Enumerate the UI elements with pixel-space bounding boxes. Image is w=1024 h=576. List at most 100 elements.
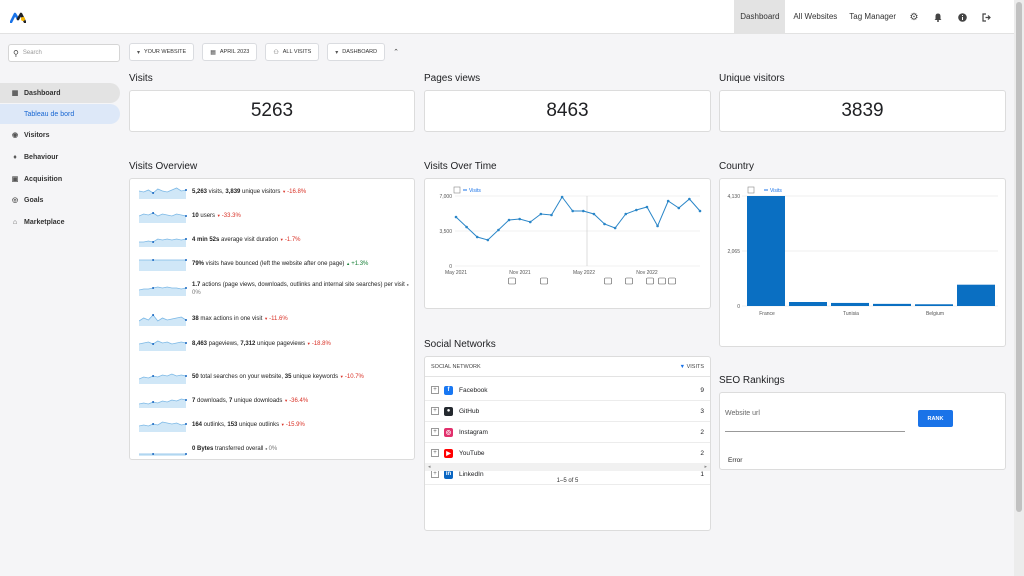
table-row[interactable]: + ◎ Instagram 2 — [425, 422, 710, 443]
bar-chart: Visits 0 2,065 4,130 France Tunisia Belgium — [727, 186, 998, 317]
sidebar-item-acquisition[interactable]: ▣ Acquisition — [0, 169, 120, 189]
nav-all-websites[interactable]: All Websites — [793, 12, 838, 21]
overview-text: 1.7 actions (page views, downloads, outl… — [192, 281, 409, 297]
arrow-down-icon: ▼ — [284, 398, 290, 403]
metric-value: 50 — [192, 374, 199, 380]
sidebar-item-goals[interactable]: ◎ Goals — [0, 190, 120, 210]
overview-row[interactable]: 10 users ▼ -33.3% — [139, 209, 409, 223]
data-point — [635, 208, 638, 212]
sparkline-line — [139, 238, 187, 243]
overview-row[interactable]: 7 downloads, 7 unique downloads ▼ -36.4% — [139, 394, 409, 408]
metric-delta: +1.3% — [351, 261, 369, 267]
metric-value: 7,312 — [240, 341, 256, 347]
overview-row[interactable]: 50 total searches on your website, 35 un… — [139, 370, 409, 384]
table-header: SOCIAL NETWORK ▼ VISITS — [425, 357, 710, 377]
y-tick-label: 7,000 — [439, 194, 452, 200]
search-input[interactable]: ⚲ Search — [8, 44, 120, 62]
sparkline-end-dot — [185, 342, 187, 344]
dashboard-selector[interactable]: ▾ DASHBOARD — [327, 43, 386, 61]
table-row[interactable]: + f Facebook 9 — [425, 380, 710, 401]
column-header-visits[interactable]: ▼ VISITS — [680, 364, 704, 370]
nav-dashboard[interactable]: Dashboard — [734, 0, 786, 34]
column-header-social[interactable]: SOCIAL NETWORK — [431, 363, 481, 370]
visits-over-time-card: Visits 0 3,500 7,000 May 2021 Nov 2021 May 202… — [424, 178, 711, 309]
legend-toggle-icon — [453, 186, 461, 194]
segment-selector[interactable]: ⚇ ALL VISITS — [265, 43, 320, 61]
collapse-icon[interactable]: ⌃ — [393, 49, 399, 56]
metric-value: 38 — [192, 316, 199, 322]
sparkline — [139, 314, 187, 326]
kpi-card-pageviews: 8463 — [424, 90, 711, 132]
column-header-label: VISITS — [686, 363, 704, 370]
annotation-icon — [540, 277, 548, 285]
info-icon[interactable] — [950, 0, 974, 34]
metric-value: 4 min 52s — [192, 237, 220, 243]
bar — [789, 302, 827, 306]
expand-icon[interactable]: + — [431, 470, 439, 478]
neutral-dot-icon: ● — [406, 282, 409, 287]
metric-value: 0 Bytes — [192, 446, 214, 452]
date-selector[interactable]: ▦ APRIL 2023 — [202, 43, 258, 61]
sparkline-line — [139, 340, 187, 345]
scroll-right-icon[interactable]: ▸ — [704, 464, 707, 470]
sidebar-item-dashboard[interactable]: ▦ Dashboard — [0, 83, 120, 103]
scroll-left-icon[interactable]: ◂ — [428, 464, 431, 470]
page-scrollbar[interactable] — [1014, 0, 1024, 576]
website-url-input[interactable]: Website url — [725, 410, 905, 432]
sidebar-item-label: Dashboard — [24, 89, 61, 97]
expand-icon[interactable]: + — [431, 407, 439, 415]
scrollbar-thumb[interactable] — [1016, 2, 1022, 512]
metric-value: 153 — [227, 422, 238, 428]
data-point — [497, 228, 500, 232]
sidebar-item-behaviour[interactable]: ♦ Behaviour — [0, 147, 120, 167]
sidebar-item-tableau-de-bord[interactable]: Tableau de bord — [0, 104, 120, 124]
overview-row[interactable]: 4 min 52s average visit duration ▼ -1.7% — [139, 233, 409, 247]
expand-icon[interactable]: + — [431, 428, 439, 436]
table-scrollbar[interactable]: ◂ ▸ — [425, 463, 710, 471]
metric-value: 7 — [192, 398, 196, 404]
chip-label: DASHBOARD — [342, 49, 378, 55]
sparkline — [139, 398, 187, 408]
line-chart: Visits 0 3,500 7,000 May 2021 Nov 2021 May 202… — [439, 186, 702, 285]
annotation-icon — [625, 277, 633, 285]
sparkline-line — [139, 286, 187, 291]
table-row[interactable]: + ▶ YouTube 2 — [425, 443, 710, 464]
nav-tag-manager[interactable]: Tag Manager — [849, 12, 896, 21]
logo[interactable] — [10, 11, 26, 23]
data-point — [571, 209, 574, 213]
metric-label: unique outlinks — [237, 422, 281, 428]
sparkline-line — [139, 212, 187, 217]
table-row[interactable]: + ● GitHub 3 — [425, 401, 710, 422]
website-selector[interactable]: ▾ YOUR WEBSITE — [129, 43, 195, 61]
sidebar-item-marketplace[interactable]: ⌂ Marketplace — [0, 212, 120, 232]
overview-row[interactable]: 164 outlinks, 153 unique outlinks ▼ -15.… — [139, 418, 409, 432]
overview-row[interactable]: 79% visits have bounced (left the websit… — [139, 257, 409, 271]
rank-button[interactable]: RANK — [918, 410, 953, 427]
x-tick-label: May 2021 — [445, 270, 467, 276]
sparkline-line — [139, 373, 187, 380]
data-point — [603, 222, 606, 226]
bell-icon[interactable] — [926, 0, 950, 34]
metric-value: 79% — [192, 261, 205, 267]
sparkline-end-dot — [185, 259, 187, 261]
overview-row[interactable]: 1.7 actions (page views, downloads, outl… — [139, 281, 409, 297]
logout-icon[interactable] — [974, 0, 998, 34]
sparkline-area — [139, 315, 186, 326]
overview-row[interactable]: 0 Bytes transferred overall ● 0% — [139, 442, 409, 456]
gear-icon[interactable]: ⚙ — [909, 11, 919, 23]
neutral-dot-icon: ● — [265, 446, 269, 451]
metric-label: actions (page views, downloads, outlinks… — [200, 282, 407, 288]
overview-row[interactable]: 38 max actions in one visit ▼ -11.6% — [139, 312, 409, 326]
data-point — [465, 225, 468, 229]
expand-icon[interactable]: + — [431, 449, 439, 457]
overview-row[interactable]: 8,463 pageviews, 7,312 unique pageviews … — [139, 337, 409, 351]
sparkline-end-dot — [185, 287, 187, 289]
arrow-down-icon: ▼ — [282, 189, 288, 194]
overview-row[interactable]: 5,263 visits, 3,839 unique visitors ▼ -1… — [139, 185, 409, 199]
grid-icon: ▦ — [11, 90, 19, 97]
metric-value: 10 — [192, 213, 199, 219]
sidebar-item-visitors[interactable]: ◉ Visitors — [0, 125, 120, 145]
expand-icon[interactable]: + — [431, 386, 439, 394]
metric-label: outlinks, — [202, 422, 228, 428]
sparkline-min-dot — [152, 192, 155, 194]
